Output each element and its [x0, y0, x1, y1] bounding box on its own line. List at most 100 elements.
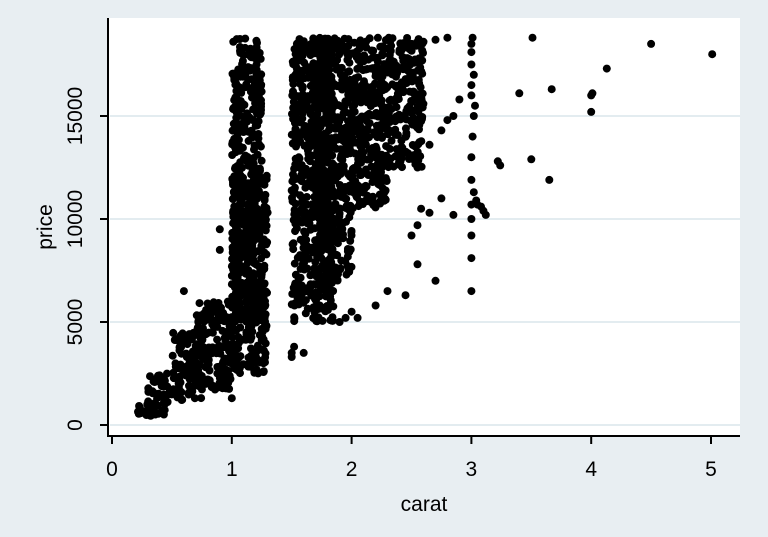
data-point	[296, 191, 305, 200]
data-points	[134, 33, 717, 420]
data-point	[254, 117, 263, 126]
data-point	[185, 375, 194, 383]
data-point	[185, 388, 193, 397]
data-point	[385, 159, 394, 168]
data-point	[375, 190, 384, 199]
data-point	[254, 192, 262, 201]
data-point	[175, 343, 184, 352]
data-point	[334, 122, 343, 131]
data-point	[471, 101, 479, 110]
data-point	[228, 333, 237, 342]
data-point	[149, 377, 158, 386]
data-point	[235, 246, 244, 255]
data-point	[217, 365, 226, 374]
data-point	[306, 225, 315, 234]
data-point	[288, 57, 297, 66]
data-point	[367, 46, 376, 55]
data-point	[367, 64, 376, 73]
data-point	[528, 33, 537, 42]
data-point	[231, 93, 240, 102]
data-point	[401, 124, 410, 133]
data-point	[359, 57, 368, 66]
data-point	[417, 204, 426, 213]
data-point	[355, 121, 364, 130]
data-point	[467, 215, 476, 223]
data-point	[344, 266, 353, 275]
data-point	[300, 227, 309, 236]
data-point	[192, 352, 201, 361]
data-point	[327, 287, 336, 296]
data-point	[360, 51, 369, 60]
x-axis-label: carat	[401, 493, 448, 516]
data-point	[467, 81, 476, 90]
data-point	[160, 390, 168, 399]
data-point	[257, 254, 266, 263]
data-point	[312, 239, 321, 248]
data-point	[325, 301, 334, 310]
data-point	[231, 220, 239, 229]
data-point	[242, 217, 251, 226]
data-point	[325, 149, 334, 157]
data-point	[449, 210, 458, 219]
x-tick-label: 5	[705, 458, 717, 481]
data-point	[144, 397, 153, 406]
data-point	[239, 173, 247, 182]
data-point	[443, 33, 452, 42]
data-point	[182, 349, 191, 358]
data-point	[151, 410, 160, 419]
data-point	[197, 372, 206, 380]
data-point	[373, 33, 382, 42]
data-point	[318, 47, 327, 56]
data-point	[249, 293, 258, 302]
data-point	[214, 342, 223, 351]
data-point	[413, 76, 422, 85]
data-point	[360, 137, 369, 146]
data-point	[234, 201, 243, 210]
data-point	[257, 270, 266, 279]
data-point	[330, 249, 338, 258]
data-point	[379, 43, 388, 52]
data-point	[323, 183, 332, 192]
data-point	[313, 87, 322, 96]
data-point	[437, 126, 446, 135]
data-point	[377, 96, 386, 105]
data-point	[235, 292, 244, 301]
data-point	[197, 394, 206, 403]
data-point	[394, 91, 403, 100]
data-point	[385, 144, 394, 153]
x-tick-label: 3	[466, 458, 478, 481]
data-point	[335, 318, 344, 326]
data-point	[238, 191, 247, 200]
data-point	[198, 355, 207, 363]
data-point	[321, 34, 330, 43]
data-point	[198, 326, 207, 335]
data-point	[407, 97, 416, 105]
data-point	[215, 245, 224, 254]
data-point	[204, 360, 213, 369]
data-point	[290, 259, 299, 268]
data-point	[417, 94, 426, 103]
axes: 0 1 2 3 4 5 0 5000 10000 15000	[64, 18, 740, 481]
data-point	[290, 342, 299, 351]
data-point	[327, 107, 336, 116]
data-point	[230, 75, 239, 84]
data-point	[317, 160, 326, 169]
data-point	[243, 306, 252, 315]
data-point	[340, 138, 349, 146]
data-point	[468, 132, 477, 141]
data-point	[257, 325, 266, 333]
data-point	[397, 142, 406, 151]
data-point	[344, 35, 353, 44]
data-point	[351, 149, 359, 158]
data-point	[255, 331, 264, 339]
data-point	[310, 308, 319, 317]
data-point	[348, 164, 357, 173]
data-point	[257, 316, 266, 325]
data-point	[378, 184, 387, 193]
data-point	[467, 153, 476, 162]
data-point	[297, 281, 306, 290]
data-point	[288, 76, 297, 84]
data-point	[296, 264, 305, 273]
data-point	[227, 394, 236, 403]
data-point	[418, 113, 427, 121]
